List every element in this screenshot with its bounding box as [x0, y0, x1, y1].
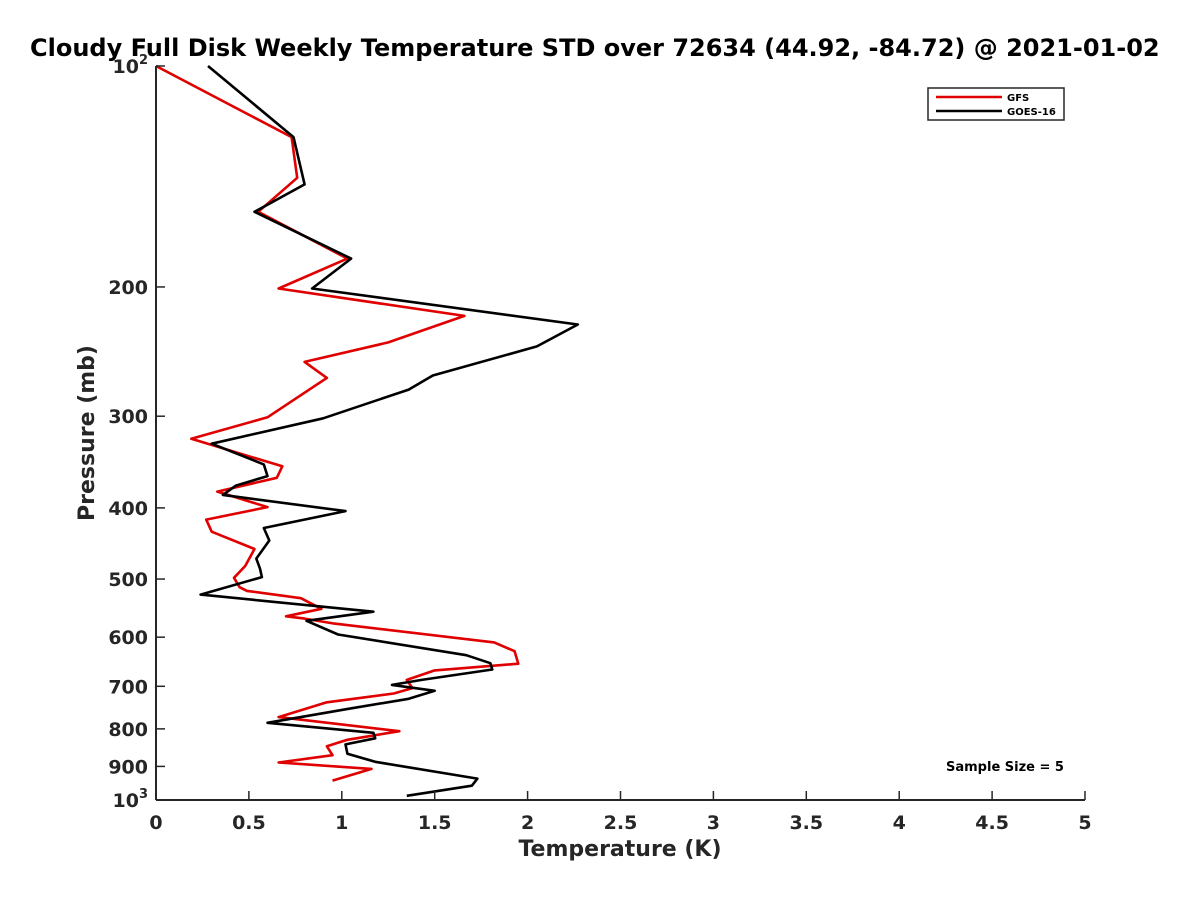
y-tick-label: 600 [108, 627, 148, 649]
x-tick-label: 2 [521, 812, 534, 834]
x-tick-label: 4.5 [975, 812, 1009, 834]
x-tick-label: 1.5 [418, 812, 452, 834]
y-tick-label: 400 [108, 498, 148, 520]
y-tick-label: 200 [108, 277, 148, 299]
y-tick-label: 103 [113, 787, 149, 812]
x-tick-label: 1 [335, 812, 348, 834]
x-tick-label: 0.5 [232, 812, 266, 834]
legend-label-goes16: GOES-16 [1007, 107, 1056, 118]
y-tick-label: 300 [108, 406, 148, 428]
x-axis-title: Temperature (K) [518, 837, 721, 862]
plot-background [156, 66, 1085, 800]
y-tick-label: 500 [108, 569, 148, 591]
chart-title: Cloudy Full Disk Weekly Temperature STD … [30, 34, 1160, 62]
sample-size-annotation: Sample Size = 5 [946, 760, 1064, 775]
x-tick-label: 2.5 [604, 812, 638, 834]
y-tick-label: 900 [108, 756, 148, 778]
y-axis-title: Pressure (mb) [75, 345, 100, 521]
x-tick-label: 3.5 [789, 812, 823, 834]
temperature-std-profile-chart: Cloudy Full Disk Weekly Temperature STD … [0, 0, 1200, 900]
legend: GFS GOES-16 [928, 88, 1064, 120]
x-tick-label: 0 [149, 812, 162, 834]
x-tick-label: 5 [1078, 812, 1091, 834]
plot-area: 0 0.5 1 1.5 2 2.5 3 3.5 4 4.5 5 102 200 300 400 500 600… [108, 53, 1091, 834]
y-tick-label: 102 [113, 53, 149, 78]
x-tick-label: 3 [707, 812, 720, 834]
legend-label-gfs: GFS [1007, 93, 1029, 104]
x-tick-label: 4 [893, 812, 906, 834]
y-tick-label: 800 [108, 719, 148, 741]
y-tick-label: 700 [108, 676, 148, 698]
